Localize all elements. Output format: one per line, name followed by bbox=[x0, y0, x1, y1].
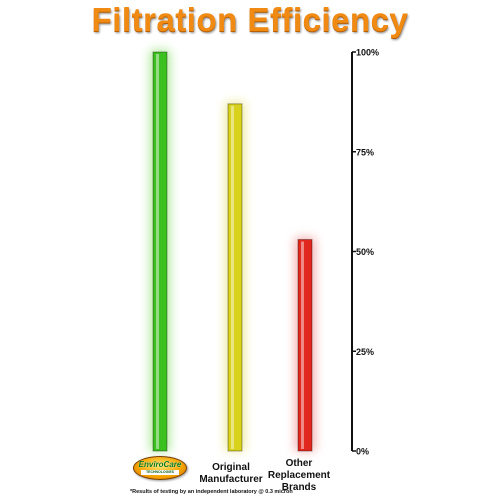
category-label-other: Other Replacement Brands bbox=[251, 458, 347, 494]
bar-highlight-3 bbox=[301, 241, 304, 449]
category-label-original-line2: Manufacturer bbox=[199, 474, 263, 485]
bar-2 bbox=[225, 101, 245, 452]
bar-body-1 bbox=[152, 51, 168, 452]
bar-body-2 bbox=[227, 103, 243, 452]
category-label-other-line1: Other bbox=[285, 458, 313, 469]
category-label-original-line1: Original bbox=[212, 462, 250, 473]
bar-highlight-2 bbox=[231, 105, 234, 450]
bar-body-3 bbox=[297, 239, 313, 452]
logo-sub-text: TECHNOLOGIES bbox=[141, 470, 179, 475]
category-label-other-line3: Brands bbox=[281, 482, 317, 493]
footnote: *Results of testing by an independent la… bbox=[130, 489, 293, 495]
bar-3 bbox=[295, 237, 315, 452]
chart-title: Filtration Efficiency bbox=[91, 1, 409, 38]
envirocare-logo: EnviroCare TECHNOLOGIES bbox=[133, 456, 187, 480]
y-tick-label-50: 50% bbox=[356, 247, 374, 257]
y-tick-label-25: 25% bbox=[356, 347, 374, 357]
logo-brand-text: EnviroCare bbox=[138, 460, 182, 469]
bar-highlight-1 bbox=[156, 54, 159, 449]
category-label-original: Original Manufacturer bbox=[183, 462, 279, 486]
bar-1 bbox=[150, 50, 170, 452]
y-tick-label-100: 100% bbox=[356, 48, 379, 58]
y-tick-label-75: 75% bbox=[356, 147, 374, 157]
y-tick-label-0: 0% bbox=[356, 447, 369, 457]
category-label-other-line2: Replacement bbox=[267, 470, 331, 481]
